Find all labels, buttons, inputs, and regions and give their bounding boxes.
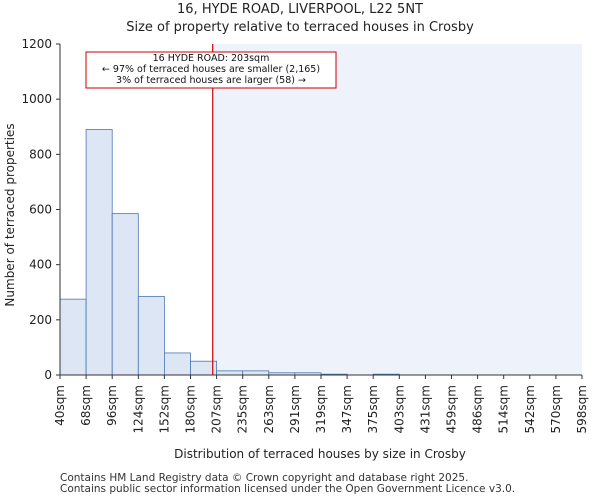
x-tick-label-431sqm: 431sqm (418, 385, 432, 433)
bar-152sqm (163, 352, 191, 376)
x-tick-label-570sqm: 570sqm (549, 385, 563, 433)
y-tick-label-1200: 1200 (21, 37, 52, 51)
bar-124sqm (137, 295, 165, 376)
x-tick-label-180sqm: 180sqm (184, 385, 198, 433)
y-tick-label-1000: 1000 (21, 92, 52, 106)
x-axis-label: Distribution of terraced houses by size … (174, 447, 466, 461)
bar-207sqm (216, 370, 244, 376)
y-tick-label-400: 400 (29, 258, 52, 272)
x-tick-label-486sqm: 486sqm (471, 385, 485, 433)
annotation-line-2: ← 97% of terraced houses are smaller (2,… (101, 64, 321, 75)
x-tick-label-291sqm: 291sqm (288, 385, 302, 433)
axes: 0 200 400 600 800 1000 1200 40sqm 68sqm 96sqm 124s… (21, 37, 589, 433)
x-tick-label-403sqm: 403sqm (392, 385, 406, 433)
x-tick-label-598sqm: 598sqm (575, 385, 589, 433)
y-tick-label-600: 600 (29, 203, 52, 217)
x-tick-label-235sqm: 235sqm (236, 385, 250, 433)
x-tick-label-459sqm: 459sqm (445, 385, 459, 433)
annotation-line-3: 3% of terraced houses are larger (58) → (116, 75, 306, 86)
chart-subtitle: Size of property relative to terraced ho… (126, 20, 474, 35)
footer-line-2: Contains public sector information licen… (60, 483, 516, 495)
annotation-line-1: 16 HYDE ROAD: 203sqm (152, 53, 270, 64)
bar-235sqm (242, 370, 270, 376)
bars (59, 129, 400, 376)
x-tick-label-96sqm: 96sqm (105, 385, 119, 426)
larger-region-shading (212, 44, 582, 375)
x-tick-label-207sqm: 207sqm (210, 385, 224, 433)
larger-region-rect (212, 44, 582, 375)
x-tick-label-319sqm: 319sqm (314, 385, 328, 433)
y-tick-label-0: 0 (44, 368, 52, 382)
chart-title: 16, HYDE ROAD, LIVERPOOL, L22 5NT (177, 2, 423, 17)
y-axis-label: Number of terraced properties (3, 123, 17, 306)
x-tick-label-40sqm: 40sqm (53, 385, 67, 426)
bar-40sqm (59, 298, 87, 376)
y-tick-label-800: 800 (29, 147, 52, 161)
x-tick-label-68sqm: 68sqm (79, 385, 93, 426)
x-tick-label-542sqm: 542sqm (523, 385, 537, 433)
x-tick-label-152sqm: 152sqm (157, 385, 171, 433)
footer-line-1: Contains HM Land Registry data © Crown c… (60, 472, 469, 484)
x-tick-label-347sqm: 347sqm (340, 385, 354, 433)
x-tick-label-124sqm: 124sqm (131, 385, 145, 433)
y-tick-label-200: 200 (29, 313, 52, 327)
x-tick-label-263sqm: 263sqm (262, 385, 276, 433)
x-tick-label-375sqm: 375sqm (366, 385, 380, 433)
bar-96sqm (111, 213, 139, 376)
annotation-box (85, 51, 337, 89)
x-tick-label-514sqm: 514sqm (497, 385, 511, 433)
bar-68sqm (85, 129, 113, 376)
